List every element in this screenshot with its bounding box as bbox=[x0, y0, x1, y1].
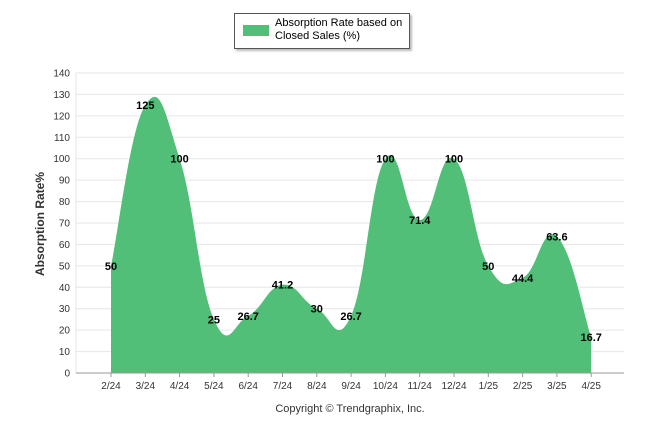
y-tick-label: 10 bbox=[59, 347, 71, 358]
data-label: 26.7 bbox=[237, 311, 258, 323]
y-tick-label: 30 bbox=[59, 304, 71, 315]
y-tick-label: 20 bbox=[59, 326, 71, 337]
x-tick-label: 10/24 bbox=[373, 381, 398, 392]
data-label: 63.6 bbox=[546, 232, 567, 244]
x-tick-label: 9/24 bbox=[341, 381, 361, 392]
data-label: 125 bbox=[136, 100, 154, 112]
x-tick-label: 2/24 bbox=[101, 381, 121, 392]
x-tick-label: 8/24 bbox=[307, 381, 327, 392]
y-tick-label: 0 bbox=[64, 369, 70, 380]
legend: Absorption Rate based on Closed Sales (%… bbox=[234, 13, 410, 49]
legend-swatch bbox=[243, 25, 269, 36]
data-label: 100 bbox=[376, 154, 394, 166]
data-label: 100 bbox=[445, 154, 463, 166]
y-tick-label: 130 bbox=[53, 90, 70, 101]
y-axis-ticks: 0 10 20 30 40 50 60 70 80 90 100 110 120 130 140 bbox=[53, 69, 70, 380]
x-tick-label: 6/24 bbox=[238, 381, 258, 392]
data-label: 26.7 bbox=[340, 311, 361, 323]
data-label: 50 bbox=[105, 261, 117, 273]
x-tick-label: 12/24 bbox=[441, 381, 466, 392]
area-series bbox=[111, 96, 592, 373]
y-tick-label: 80 bbox=[59, 197, 71, 208]
x-tick-label: 2/25 bbox=[513, 381, 533, 392]
data-label: 30 bbox=[311, 304, 323, 316]
x-tick-label: 11/24 bbox=[408, 381, 433, 392]
x-tick-label: 1/25 bbox=[479, 381, 499, 392]
x-tick-label: 5/24 bbox=[204, 381, 224, 392]
data-labels: 50 125 100 25 26.7 41.2 30 26.7 100 71.4 100 50 44.4… bbox=[105, 100, 602, 344]
data-label: 44.4 bbox=[512, 273, 534, 285]
x-tick-label: 4/24 bbox=[170, 381, 190, 392]
y-tick-label: 70 bbox=[59, 219, 71, 230]
x-tick-label: 3/24 bbox=[136, 381, 156, 392]
y-tick-label: 40 bbox=[59, 283, 71, 294]
data-label: 71.4 bbox=[409, 215, 431, 227]
data-label: 25 bbox=[208, 314, 220, 326]
y-tick-label: 100 bbox=[53, 154, 70, 165]
y-tick-label: 90 bbox=[59, 176, 71, 187]
copyright-footer: Copyright © Trendgraphix, Inc. bbox=[275, 403, 424, 415]
y-tick-label: 120 bbox=[53, 111, 70, 122]
y-axis-label: Absorption Rate% bbox=[33, 172, 47, 276]
x-tick-label: 7/24 bbox=[273, 381, 293, 392]
x-tick-label: 3/25 bbox=[547, 381, 567, 392]
data-label: 50 bbox=[482, 261, 494, 273]
y-tick-label: 50 bbox=[59, 261, 71, 272]
data-label: 16.7 bbox=[580, 332, 601, 344]
area-fill bbox=[111, 96, 592, 373]
x-axis-ticks: 2/24 3/24 4/24 5/24 6/24 7/24 8/24 9/24 10/24 11/… bbox=[76, 372, 624, 392]
y-tick-label: 140 bbox=[53, 69, 70, 80]
data-label: 41.2 bbox=[272, 280, 293, 292]
x-tick-label: 4/25 bbox=[581, 381, 601, 392]
y-tick-label: 110 bbox=[54, 133, 70, 144]
y-tick-label: 60 bbox=[59, 240, 71, 251]
data-label: 100 bbox=[170, 154, 188, 166]
legend-label: Absorption Rate based on Closed Sales (%… bbox=[275, 17, 403, 42]
